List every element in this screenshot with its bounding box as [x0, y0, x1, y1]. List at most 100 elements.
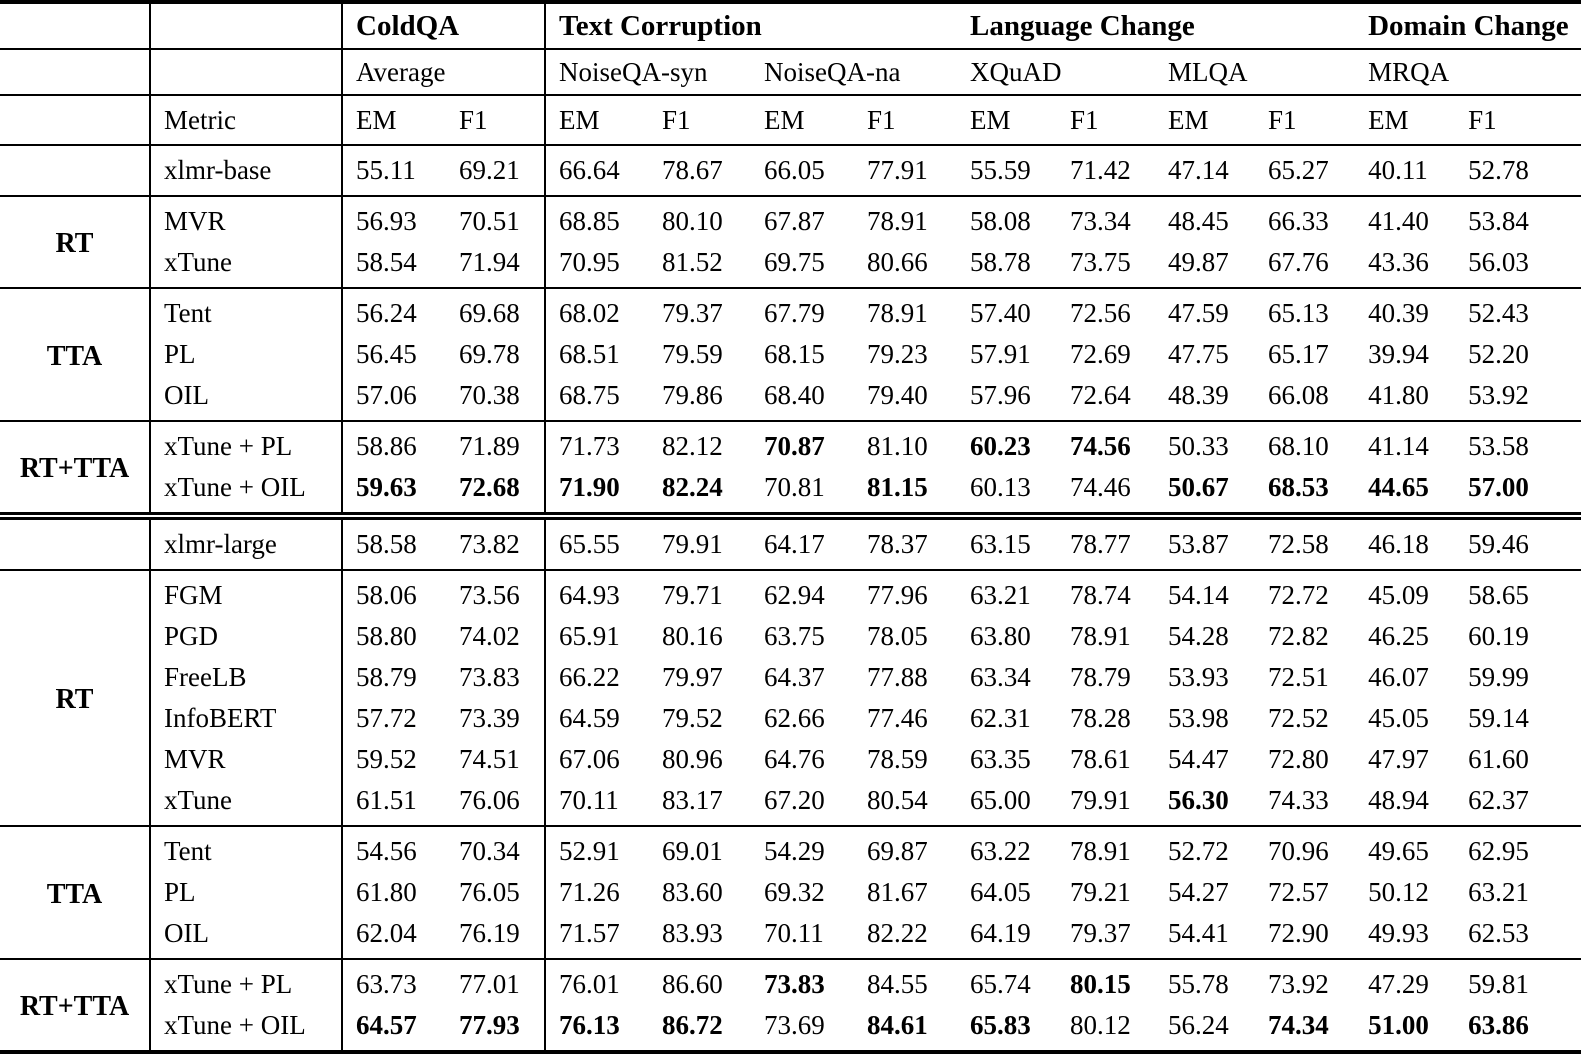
value-cell: 68.02	[559, 298, 620, 328]
value-cell: 64.93	[559, 580, 620, 610]
value-cell: 76.06	[446, 780, 547, 826]
value-cell: 69.78	[446, 334, 547, 375]
value-cell: 72.57	[1268, 877, 1329, 907]
value-cell: 45.05	[1368, 703, 1429, 733]
value-cell: 74.46	[1070, 472, 1131, 502]
value-cell: 69.68	[446, 288, 547, 334]
method-cell: FGM	[150, 570, 343, 616]
value-cell: 62.66	[764, 703, 825, 733]
value-cell: 78.61	[1070, 744, 1131, 774]
value-cell: 57.00	[1468, 472, 1529, 502]
method-cell: xlmr-large	[150, 516, 343, 570]
value-cell: 41.14	[1368, 431, 1429, 461]
table-row: TTA Tent 56.24 69.68 68.02 79.37 67.79 7…	[0, 288, 1581, 421]
value-cell: 54.14	[1168, 580, 1229, 610]
value-cell: 61.80	[356, 877, 417, 907]
value-cell: 65.91	[559, 621, 620, 651]
value-cell: 54.41	[1168, 918, 1229, 948]
method-cell: MVR	[150, 739, 343, 780]
dataset-header-noiseqa-na: NoiseQA-na	[764, 56, 901, 87]
table-row: PL 61.80 76.05 71.26 83.60 69.32 81.67 6…	[0, 872, 1581, 913]
value-cell: 65.83	[970, 1010, 1031, 1040]
value-cell: 82.22	[867, 918, 928, 948]
value-cell: 65.74	[970, 969, 1031, 999]
value-cell: 66.08	[1268, 380, 1329, 410]
value-cell: 80.12	[1070, 1010, 1131, 1040]
value-cell: 79.23	[867, 339, 928, 369]
value-cell: 49.65	[1368, 836, 1429, 866]
table-row: xlmr-large 58.58 73.82 65.55 79.91 64.17…	[0, 516, 1581, 570]
value-cell: 78.05	[867, 621, 928, 651]
section-baseline-large: xlmr-large 58.58 73.82 65.55 79.91 64.17…	[0, 516, 1581, 570]
value-cell: 56.03	[1468, 247, 1529, 277]
value-cell: 71.26	[559, 877, 620, 907]
method-cell: Tent	[150, 288, 343, 334]
value-cell: 83.93	[662, 918, 723, 948]
value-cell: 69.32	[764, 877, 825, 907]
value-cell: 82.24	[662, 472, 723, 502]
value-cell: 48.39	[1168, 380, 1229, 410]
value-cell: 55.11	[356, 155, 416, 185]
value-cell: 80.66	[867, 247, 928, 277]
group-header-coldqa: ColdQA	[342, 2, 547, 49]
value-cell: 59.99	[1468, 662, 1529, 692]
section-tta-large: TTA Tent 54.56 70.34 52.91 69.01 54.29 6…	[0, 826, 1581, 959]
metric-header: F1	[446, 95, 547, 145]
value-cell: 51.00	[1368, 1010, 1429, 1040]
header-row-groups: ColdQA Text Corruption Language Change D…	[0, 2, 1581, 49]
value-cell: 67.20	[764, 785, 825, 815]
section-label: TTA	[0, 826, 151, 959]
method-cell: xlmr-base	[150, 145, 343, 196]
value-cell: 52.20	[1468, 339, 1529, 369]
value-cell: 58.08	[970, 206, 1031, 236]
method-cell: PGD	[150, 616, 343, 657]
method-cell: xTune + PL	[150, 959, 343, 1005]
value-cell: 74.51	[446, 739, 547, 780]
value-cell: 81.52	[662, 247, 723, 277]
table-row: MVR 59.52 74.51 67.06 80.96 64.76 78.59 …	[0, 739, 1581, 780]
value-cell: 70.38	[446, 375, 547, 421]
value-cell: 69.21	[446, 145, 547, 196]
value-cell: 49.87	[1168, 247, 1229, 277]
dataset-header-noiseqa-syn: NoiseQA-syn	[559, 56, 708, 87]
table-row: InfoBERT 57.72 73.39 64.59 79.52 62.66 7…	[0, 698, 1581, 739]
value-cell: 73.82	[446, 516, 547, 570]
value-cell: 63.21	[1468, 877, 1529, 907]
value-cell: 41.40	[1368, 206, 1429, 236]
value-cell: 69.01	[662, 836, 723, 866]
value-cell: 73.83	[446, 657, 547, 698]
value-cell: 68.75	[559, 380, 620, 410]
dataset-header-mrqa: MRQA	[1368, 56, 1450, 87]
value-cell: 68.53	[1268, 472, 1329, 502]
value-cell: 64.17	[764, 529, 825, 559]
table-header: ColdQA Text Corruption Language Change D…	[0, 2, 1581, 145]
value-cell: 72.90	[1268, 918, 1329, 948]
value-cell: 52.78	[1468, 155, 1529, 185]
value-cell: 46.25	[1368, 621, 1429, 651]
value-cell: 66.05	[764, 155, 825, 185]
value-cell: 70.11	[559, 785, 619, 815]
method-cell: xTune	[150, 780, 343, 826]
value-cell: 81.67	[867, 877, 928, 907]
corner-cell	[0, 95, 151, 145]
value-cell: 77.93	[446, 1005, 547, 1052]
value-cell: 82.12	[662, 431, 723, 461]
value-cell: 62.31	[970, 703, 1031, 733]
value-cell: 78.74	[1070, 580, 1131, 610]
value-cell: 64.19	[970, 918, 1031, 948]
value-cell: 58.06	[356, 580, 417, 610]
value-cell: 80.10	[662, 206, 723, 236]
section-rt-tta-large: RT+TTA xTune + PL 63.73 77.01 76.01 86.6…	[0, 959, 1581, 1052]
value-cell: 86.72	[662, 1010, 723, 1040]
value-cell: 68.40	[764, 380, 825, 410]
value-cell: 66.64	[559, 155, 620, 185]
table-row: RT+TTA xTune + PL 63.73 77.01 76.01 86.6…	[0, 959, 1581, 1052]
value-cell: 78.77	[1070, 529, 1131, 559]
value-cell: 45.09	[1368, 580, 1429, 610]
section-rt-large: RT FGM 58.06 73.56 64.93 79.71 62.94 77.…	[0, 570, 1581, 826]
value-cell: 73.92	[1268, 969, 1329, 999]
value-cell: 74.33	[1268, 785, 1329, 815]
value-cell: 63.73	[356, 969, 417, 999]
section-label: TTA	[0, 288, 151, 421]
